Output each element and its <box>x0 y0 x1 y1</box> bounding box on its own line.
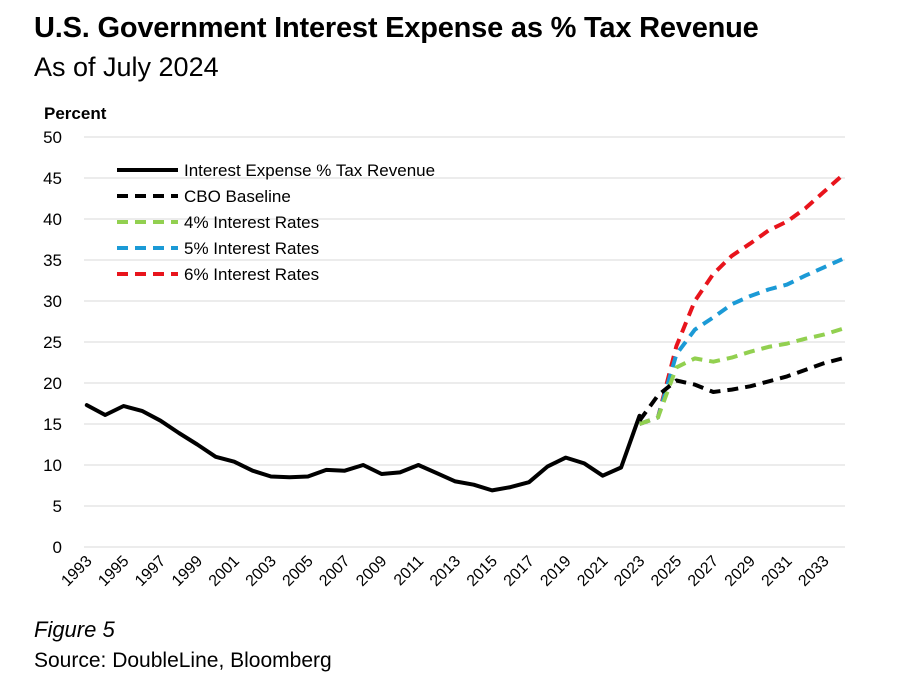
y-tick-label: 25 <box>43 333 62 352</box>
chart-subtitle: As of July 2024 <box>34 52 219 82</box>
series-line-1 <box>637 356 843 422</box>
x-tick-label: 1993 <box>58 553 95 590</box>
x-tick-label: 2011 <box>391 553 427 589</box>
y-tick-label: 50 <box>43 128 62 147</box>
gridlines <box>84 136 845 548</box>
x-tick-label: 2031 <box>759 553 796 590</box>
x-tick-label: 2023 <box>611 553 648 590</box>
x-tick-label: 2021 <box>574 553 611 590</box>
x-tick-label: 2033 <box>795 553 832 590</box>
y-axis-tick-labels: 0 5 10 15 20 25 30 35 40 45 50 <box>43 128 62 557</box>
legend-label: 4% Interest Rates <box>184 213 319 232</box>
series-line-2 <box>638 326 843 426</box>
legend-label: 5% Interest Rates <box>184 239 319 258</box>
series-line-0 <box>84 403 642 493</box>
legend-label: 6% Interest Rates <box>184 265 319 284</box>
x-tick-label: 2015 <box>464 553 501 590</box>
x-axis-tick-labels: 1993 1995 1997 1999 2001 2003 2005 2007 2009 2011… <box>58 553 832 590</box>
x-tick-label: 1995 <box>95 553 132 590</box>
x-tick-label: 2007 <box>316 553 353 590</box>
y-tick-label: 45 <box>43 169 62 188</box>
chart-title: U.S. Government Interest Expense as % Ta… <box>34 12 759 44</box>
series-lines <box>84 174 844 493</box>
x-tick-label: 2027 <box>685 553 722 590</box>
y-tick-label: 30 <box>43 292 62 311</box>
figure-label: Figure 5 <box>34 617 115 642</box>
x-tick-label: 2009 <box>353 553 390 590</box>
y-tick-label: 5 <box>53 497 62 516</box>
y-tick-label: 15 <box>43 415 62 434</box>
x-tick-label: 2001 <box>206 553 243 590</box>
y-tick-label: 10 <box>43 456 62 475</box>
x-tick-label: 2029 <box>722 553 759 590</box>
legend: Interest Expense % Tax Revenue CBO Baseli… <box>117 161 435 284</box>
x-tick-label: 2005 <box>280 553 317 590</box>
x-tick-label: 1997 <box>132 553 169 590</box>
source-note: Source: DoubleLine, Bloomberg <box>34 649 332 672</box>
x-tick-label: 2003 <box>243 553 280 590</box>
series-line-3 <box>638 257 844 426</box>
y-tick-label: 0 <box>53 538 62 557</box>
x-tick-label: 2013 <box>427 553 464 590</box>
x-tick-label: 2019 <box>537 553 574 590</box>
x-tick-label: 1999 <box>169 553 206 590</box>
y-axis-label: Percent <box>44 104 107 123</box>
x-tick-label: 2025 <box>648 553 685 590</box>
legend-label: Interest Expense % Tax Revenue <box>184 161 435 180</box>
y-tick-label: 35 <box>43 251 62 270</box>
legend-label: CBO Baseline <box>184 187 291 206</box>
y-tick-label: 20 <box>43 374 62 393</box>
x-tick-label: 2017 <box>501 553 538 590</box>
y-tick-label: 40 <box>43 210 62 229</box>
